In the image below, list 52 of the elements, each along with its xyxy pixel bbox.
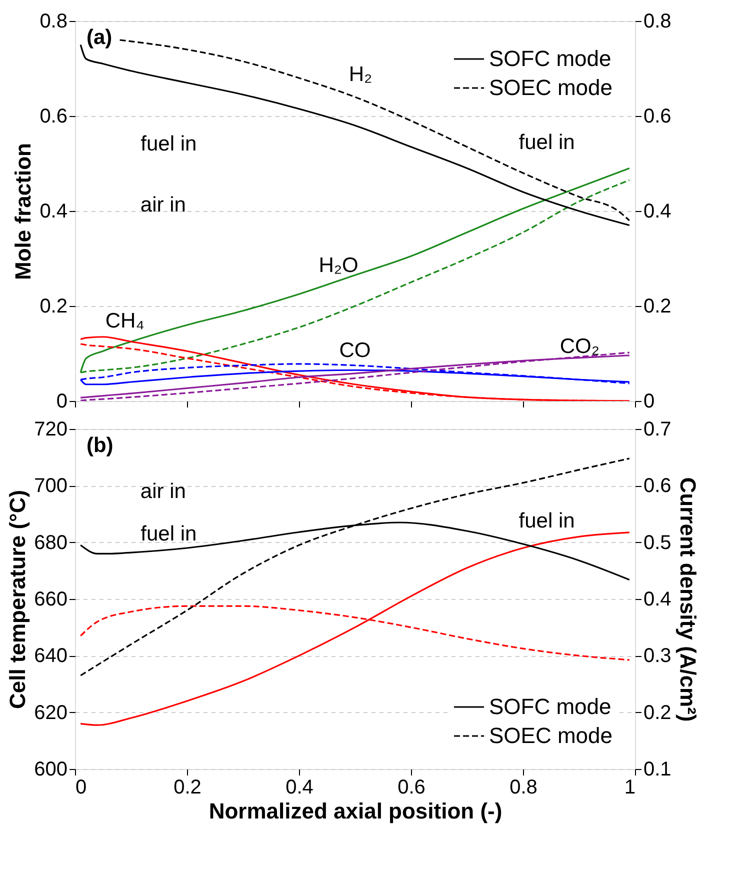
- y-tick-label: 620: [34, 702, 68, 724]
- y-tick-label: 0.6: [40, 106, 68, 128]
- y2-tick-label: 0.2: [644, 702, 672, 724]
- annotation: air in: [140, 193, 186, 216]
- y2-tick-label: 0: [644, 390, 655, 412]
- x-tick-label: 0.8: [510, 776, 538, 798]
- y2-axis-title: Current density (A/cm²): [675, 477, 700, 722]
- y2-tick-label: 0.7: [644, 418, 672, 440]
- legend-label: SOFC mode: [489, 46, 612, 71]
- annotation: (a): [86, 26, 112, 49]
- annotation: fuel in: [140, 132, 197, 156]
- y-tick-label: 680: [34, 532, 68, 554]
- x-tick-label: 1: [624, 776, 636, 798]
- y2-tick-label: 0.4: [644, 200, 672, 222]
- legend-label: SOFC mode: [489, 694, 612, 719]
- y2-tick-label: 0.6: [644, 475, 672, 498]
- annotation: CO₂: [560, 335, 600, 358]
- y2-tick-label: 0.6: [644, 106, 672, 128]
- annotation: fuel in: [140, 522, 197, 546]
- annotation: H₂O: [318, 254, 358, 278]
- annotation: air in: [140, 480, 186, 503]
- annotation: fuel in: [518, 130, 575, 154]
- y-tick-label: 0: [56, 390, 68, 412]
- x-tick-label: 0: [76, 776, 87, 798]
- y2-tick-label: 0.4: [644, 588, 672, 610]
- y-tick-label: 640: [34, 645, 68, 668]
- y-tick-label: 700: [34, 475, 68, 498]
- y2-tick-label: 0.3: [644, 645, 672, 668]
- line-series: [80, 458, 630, 676]
- x-tick-label: 0.2: [174, 776, 202, 798]
- annotation: (b): [86, 434, 114, 457]
- y2-tick-label: 0.2: [644, 296, 672, 318]
- y-tick-label: 720: [34, 418, 68, 440]
- y-tick-label: 0.2: [40, 296, 68, 318]
- y2-tick-label: 0.8: [644, 10, 672, 32]
- y-tick-label: 0.4: [40, 200, 68, 222]
- legend-label: SOEC mode: [489, 75, 612, 100]
- y-axis-title: Mole fraction: [10, 143, 36, 280]
- x-axis-title: Normalized axial position (-): [208, 798, 502, 824]
- y2-tick-label: 0.1: [644, 758, 672, 780]
- annotation: CH₄: [105, 309, 144, 332]
- annotation: H₂: [348, 62, 372, 86]
- annotation: CO: [339, 338, 371, 362]
- y-tick-label: 0.8: [40, 10, 68, 32]
- y-tick-label: 660: [34, 588, 68, 610]
- y-tick-label: 600: [34, 758, 68, 780]
- y-axis-title: Cell temperature (°C): [5, 490, 30, 710]
- x-tick-label: 0.6: [398, 776, 426, 798]
- y2-tick-label: 0.5: [644, 532, 672, 554]
- x-tick-label: 0.4: [286, 776, 314, 798]
- legend-label: SOEC mode: [489, 723, 612, 748]
- annotation: fuel in: [518, 509, 575, 532]
